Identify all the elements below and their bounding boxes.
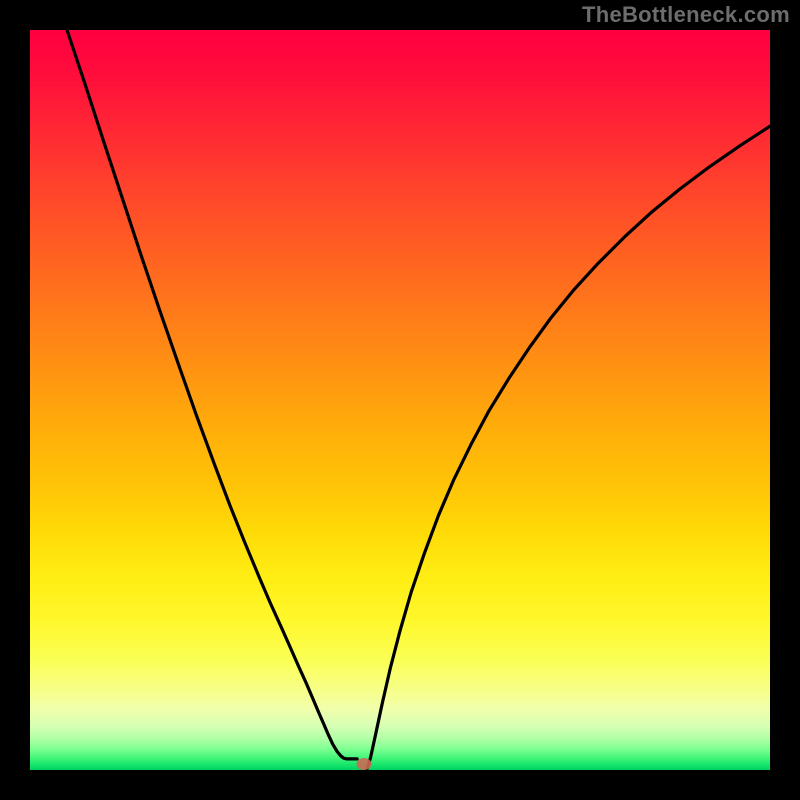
curve-layer	[30, 30, 770, 770]
curve-left-branch	[67, 30, 357, 759]
optimum-marker	[356, 758, 371, 770]
curve-right-branch	[367, 126, 770, 770]
chart-frame: TheBottleneck.com	[0, 0, 800, 800]
